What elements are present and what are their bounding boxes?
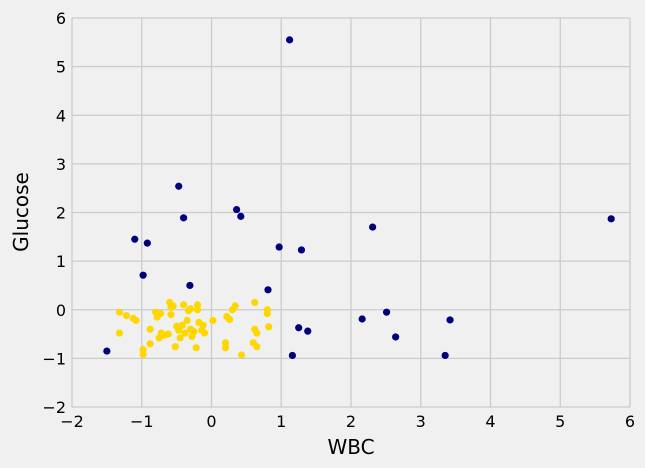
data-point [139,350,147,359]
tick-labels: −2 −1 0 1 2 3 4 5 6 −2 −1 0 1 2 3 4 5 6 [42,9,635,431]
data-point [251,298,259,307]
data-point [115,329,124,337]
data-point [186,305,195,313]
data-point [131,235,139,243]
x-tick-label: 6 [625,412,635,431]
data-point [441,351,449,360]
data-point [288,351,297,360]
data-point [264,286,272,294]
data-point [176,334,184,342]
y-tick-label: −1 [42,349,66,368]
data-point [233,205,241,214]
x-tick-label: 1 [276,412,286,431]
data-point [295,324,303,332]
y-tick-label: 4 [56,106,66,125]
data-point [146,340,154,348]
data-point [226,315,234,324]
data-point [146,325,154,333]
x-tick-label: 4 [485,412,495,431]
data-point [178,321,186,329]
data-points [103,36,615,360]
data-point [231,302,239,310]
data-point [200,329,209,337]
y-tick-label: 2 [56,204,66,223]
x-axis-title: WBC [327,435,374,459]
data-point [265,323,273,331]
data-point [237,212,245,220]
data-point [369,223,377,231]
data-point [164,330,172,338]
data-point [253,329,261,337]
y-axis-title: Glucose [9,172,33,252]
y-tick-label: 0 [56,301,66,320]
x-tick-label: 5 [555,412,565,431]
data-point [103,347,111,355]
data-point [171,343,179,351]
data-point [446,316,454,324]
y-tick-label: 5 [56,58,66,77]
data-point [358,315,366,323]
y-tick-label: 3 [56,155,66,174]
data-point [175,182,183,190]
data-point [237,351,246,359]
data-point [132,316,140,325]
data-point [186,281,194,290]
data-point [143,239,151,247]
data-point [180,301,188,309]
y-tick-label: 1 [56,252,66,271]
data-point [115,308,124,316]
y-tick-label: −2 [42,398,66,417]
data-point [190,328,198,336]
x-tick-label: 0 [206,412,216,431]
y-tick-label: 6 [56,9,66,28]
data-point [180,214,188,222]
data-point [221,344,230,352]
data-point [192,344,200,352]
data-point [199,321,207,329]
x-tick-label: 3 [416,412,426,431]
x-tick-label: −1 [130,412,154,431]
data-point [392,333,400,341]
data-point [156,310,165,318]
data-point [193,306,202,314]
x-tick-label: −2 [60,412,84,431]
data-point [181,329,189,337]
grid [71,17,631,408]
data-point [139,271,147,279]
data-point [286,36,294,44]
data-point [253,343,261,351]
data-point [183,316,191,325]
data-point [607,215,615,223]
data-point [263,310,271,318]
data-point [275,243,283,251]
data-point [304,327,312,335]
data-point [209,316,217,325]
data-point [169,302,177,310]
data-point [167,311,175,319]
x-tick-label: 2 [346,412,356,431]
data-point [382,308,391,316]
data-point [297,246,306,254]
data-point [122,311,131,320]
